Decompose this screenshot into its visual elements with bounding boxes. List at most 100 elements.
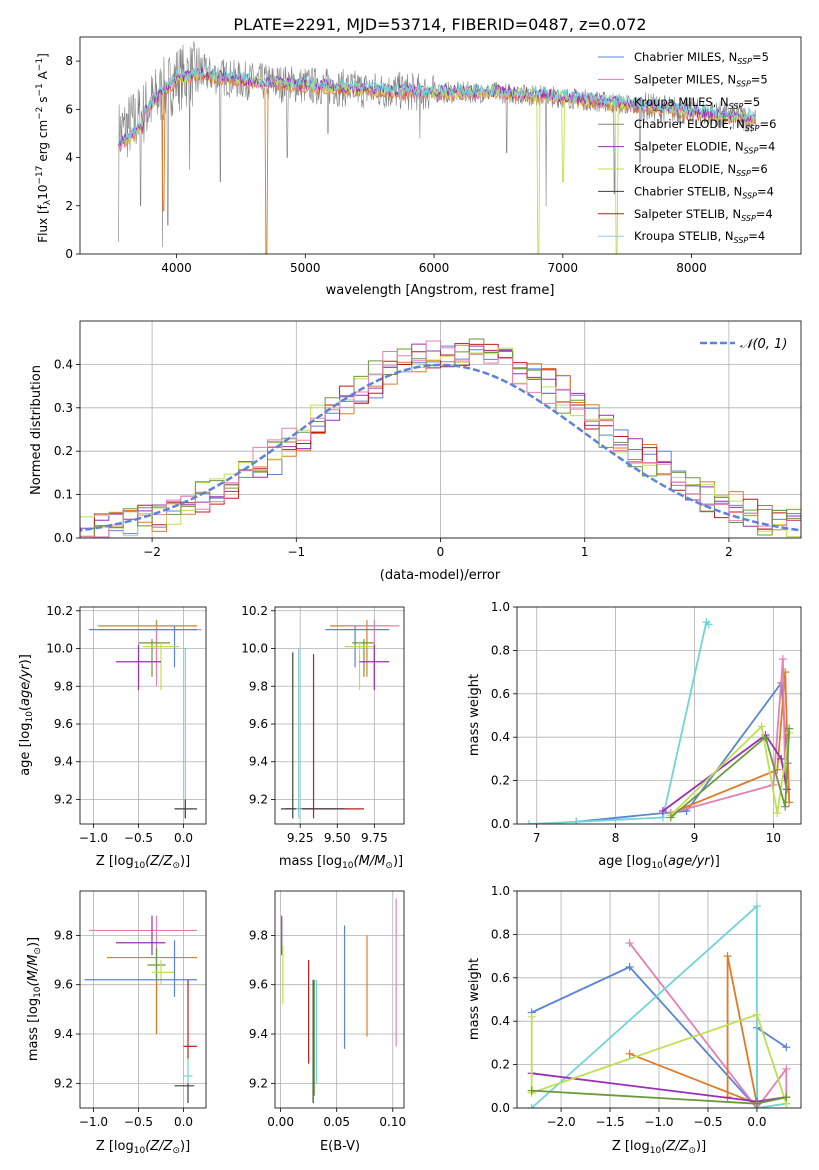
legend-text: Kroupa MILES, N [634,95,729,109]
x-tick-label: 8 [612,831,620,845]
label-part: )] [180,1139,190,1154]
mass-weight-vs-age-y-label: mass weight [467,674,482,756]
legend-text: =5 [752,50,769,64]
label-part: (M/M [26,955,41,987]
mass-weight-vs-age-x-label: age [log10(age/yr)] [598,854,720,871]
x-tick-label: −1.0 [79,831,108,845]
label-part: Z [log [612,1139,650,1154]
y-tick-label: 0 [65,247,73,261]
label-part: −17 [35,166,45,185]
y-tick-label: 0.4 [491,1014,510,1028]
label-part: (M/M [354,854,386,869]
y-tick-label: 1.0 [491,884,510,898]
model-spectrum-line [118,66,756,146]
mass-vs-Z-x-label: Z [log10(Z/Z⊙)] [96,1139,190,1156]
plot-area [524,618,794,824]
legend-entry: Chabrier STELIB, NSSP=4 [634,184,774,200]
plot-area [80,338,801,538]
y-tick-label: 0.8 [491,643,510,657]
mass-weight-line [670,658,787,814]
y-tick-label: 9.2 [54,1076,73,1090]
label-part: 10 [134,861,146,871]
y-tick-label: 0.4 [491,730,510,744]
x-tick-label: 7 [533,831,541,845]
residuals-y-label: Normed distribution [29,365,44,495]
y-tick-label: 9.4 [54,1027,73,1041]
x-tick-label: −0.5 [693,1115,722,1129]
y-tick-label: 10.0 [46,642,73,656]
mass-weight-line [530,1013,788,1104]
mass-weight-line [628,942,788,1108]
y-tick-label: 9.6 [54,717,73,731]
legend-text: Kroupa ELODIE, N [634,162,736,176]
label-part: ] [36,53,50,58]
label-part: )] [710,854,720,869]
label-part: −2 [35,107,45,120]
label-part: Z [log [96,854,134,869]
y-tick-label: 9.4 [249,755,268,769]
x-tick-label: −1 [287,545,305,559]
x-tick-label: 0.0 [174,831,193,845]
legend-text: =5 [751,72,768,86]
legend-entry: 𝒩(0, 1) [740,337,787,352]
y-tick-label: 0.0 [491,817,510,831]
label-part: age [log [18,723,33,776]
x-tick-label: 0.05 [323,1115,350,1129]
legend-text: =6 [751,162,768,176]
mass-vs-Z-panel: −1.0 −0.5 0.09.29.49.69.8Z [log10(Z/Z⊙)]ma… [26,890,207,1156]
legend-sub: SSP [736,79,751,88]
legend-entry: Kroupa STELIB, NSSP=4 [634,229,765,245]
y-tick-label: 10.2 [46,604,73,618]
legend-text: =5 [743,95,760,109]
label-part: ⊙ [172,861,180,871]
spectrum-x-label: wavelength [Angstrom, rest frame] [326,283,555,298]
axes-frame [516,606,802,825]
x-tick-label: 6000 [419,261,450,275]
x-tick-label: 10 [766,831,781,845]
gaussian-reference-line [80,363,801,532]
label-part: )] [18,654,33,664]
label-part: 10 [651,861,663,871]
age-vs-Z-y-label: age [log10(age/yr)] [18,654,35,776]
x-tick-label: 8000 [676,261,707,275]
residuals-x-label: (data-model)/error [380,568,501,583]
legend-sub: SSP [744,147,759,156]
y-tick-label: 8 [65,54,73,68]
y-tick-label: 9.2 [249,792,268,806]
y-tick-label: 9.2 [54,792,73,806]
spectrum-panel: 4000 5000 6000 7000 8000 0 2 4 6 8 wavelength [Ang… [35,36,802,298]
residuals-panel: −2 −1 0 1 2 0.0 0.1 0.2 0.3 0.4 (data-model)/error… [29,320,802,583]
label-part: ⊙ [172,1146,180,1156]
x-tick-label: 0.10 [379,1115,406,1129]
x-tick-label: 9 [691,831,699,845]
label-part: −1 [35,58,45,71]
plot-area [118,41,756,254]
label-part: ⊙ [385,861,393,871]
legend-entry: Kroupa MILES, NSSP=5 [634,95,760,111]
x-tick-label: 0.0 [747,1115,766,1129]
label-part: 10 [33,986,43,998]
label-part: ⊙ [33,947,43,955]
legend-entry: Salpeter STELIB, NSSP=4 [634,207,773,223]
label-part: 10 [36,185,50,200]
x-tick-label: −0.5 [124,1115,153,1129]
y-tick-label: 9.8 [54,679,73,693]
spectrum-title: PLATE=2291, MJD=53714, FIBERID=0487, z=0… [233,15,646,34]
plot-area [280,620,400,819]
legend-text: Salpeter ELODIE, N [634,140,744,154]
plot-area [281,898,397,1104]
mass-weight-line [670,725,791,816]
residual-histogram-step [80,345,801,538]
legend-text: Chabrier ELODIE, N [634,117,745,131]
label-part: s [36,97,50,107]
legend-text: Chabrier STELIB, N [634,184,742,198]
mass-weight-line [576,682,789,823]
legend-text: =4 [756,207,773,221]
legend-text: Salpeter STELIB, N [634,207,741,221]
label-part: age/yr [668,854,711,869]
x-tick-label: 5000 [290,261,321,275]
y-tick-label: 0.0 [491,1101,510,1115]
y-tick-label: 9.6 [249,978,268,992]
axes-frame [79,320,802,539]
